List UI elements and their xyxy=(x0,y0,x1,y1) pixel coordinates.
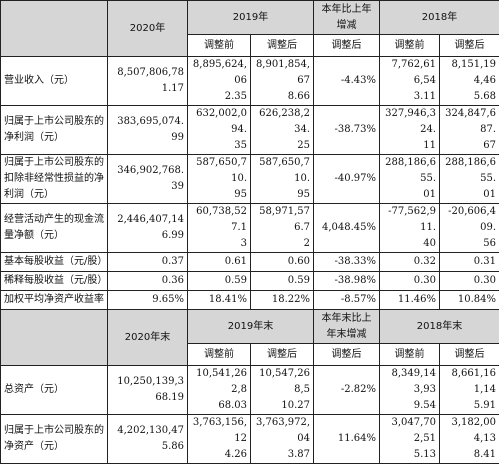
yearend-header-2020: 2020年末 xyxy=(108,310,188,366)
annual-sub-2018-after: 调整后 xyxy=(440,35,499,57)
yearend-sub-2018-after: 调整后 xyxy=(440,344,499,366)
value-2019-after: 587,650,710.95 xyxy=(251,155,314,204)
row-label: 经营活动产生的现金流量净额（元） xyxy=(1,204,108,253)
value-2018-before: -77,562,911.40 xyxy=(380,204,440,253)
value-2019-before: 18.41% xyxy=(188,291,251,310)
value-2018-before: 0.30 xyxy=(380,272,440,291)
row-label: 营业收入（元） xyxy=(1,57,108,106)
annual-header-2018: 2018年 xyxy=(380,1,499,35)
value-2019-before: 587,650,710.95 xyxy=(188,155,251,204)
value-2018-after: -20,606,409.56 xyxy=(440,204,499,253)
yearend-sub-change: 调整后 xyxy=(314,344,380,366)
value-2020: 0.37 xyxy=(108,253,188,272)
value-change: -38.73% xyxy=(314,106,380,155)
yearend-header-change: 本年末比上年末增减 xyxy=(314,310,380,344)
annual-header-2019: 2019年 xyxy=(188,1,314,35)
annual-sub-2019-before: 调整前 xyxy=(188,35,251,57)
value-change: -40.97% xyxy=(314,155,380,204)
value-2018-before: 11.46% xyxy=(380,291,440,310)
value-2018-after: 10.84% xyxy=(440,291,499,310)
yearend-sub-2019-after: 调整后 xyxy=(251,344,314,366)
value-change: -8.57% xyxy=(314,291,380,310)
value-2018-before: 288,186,655.01 xyxy=(380,155,440,204)
value-2018-before: 0.32 xyxy=(380,253,440,272)
annual-header-change: 本年比上年增减 xyxy=(314,1,380,35)
value-2019-after: 0.60 xyxy=(251,253,314,272)
value-2019-after: 18.22% xyxy=(251,291,314,310)
value-2018-before: 327,946,324.11 xyxy=(380,106,440,155)
yearend-sub-2019-before: 调整前 xyxy=(188,344,251,366)
value-change: -4.43% xyxy=(314,57,380,106)
value-2019-after: 626,238,234.25 xyxy=(251,106,314,155)
value-2019-before: 0.61 xyxy=(188,253,251,272)
row-label: 归属于上市公司股东的净资产（元） xyxy=(1,415,108,464)
value-2018-after: 0.31 xyxy=(440,253,499,272)
yearend-sub-2018-before: 调整前 xyxy=(380,344,440,366)
value-change: 4,048.45% xyxy=(314,204,380,253)
row-label: 归属于上市公司股东的净利润（元） xyxy=(1,106,108,155)
value-2018-after: 288,186,655.01 xyxy=(440,155,499,204)
value-2019-before: 0.59 xyxy=(188,272,251,291)
value-2018-after: 0.30 xyxy=(440,272,499,291)
annual-header-2020: 2020年 xyxy=(108,1,188,57)
row-label: 加权平均净资产收益率 xyxy=(1,291,108,310)
value-change: 11.64% xyxy=(314,415,380,464)
value-2019-before: 632,002,094.35 xyxy=(188,106,251,155)
annual-sub-2019-after: 调整后 xyxy=(251,35,314,57)
annual-sub-2018-before: 调整前 xyxy=(380,35,440,57)
value-2020: 346,902,768.39 xyxy=(108,155,188,204)
annual-header-blank xyxy=(1,1,108,57)
value-change: -2.82% xyxy=(314,366,380,415)
row-label: 归属于上市公司股东的扣除非经常性损益的净利润（元） xyxy=(1,155,108,204)
value-change: -38.33% xyxy=(314,253,380,272)
annual-sub-change: 调整后 xyxy=(314,35,380,57)
value-2020: 0.36 xyxy=(108,272,188,291)
value-2019-after: 0.59 xyxy=(251,272,314,291)
value-change: -38.98% xyxy=(314,272,380,291)
yearend-header-2019: 2019年末 xyxy=(188,310,314,344)
value-2020: 383,695,074.99 xyxy=(108,106,188,155)
row-label: 总资产（元） xyxy=(1,366,108,415)
value-2018-after: 324,847,687.67 xyxy=(440,106,499,155)
row-label: 稀释每股收益（元/股） xyxy=(1,272,108,291)
row-label: 基本每股收益（元/股） xyxy=(1,253,108,272)
yearend-header-2018: 2018年末 xyxy=(380,310,499,344)
yearend-header-blank xyxy=(1,310,108,366)
value-2020: 9.65% xyxy=(108,291,188,310)
